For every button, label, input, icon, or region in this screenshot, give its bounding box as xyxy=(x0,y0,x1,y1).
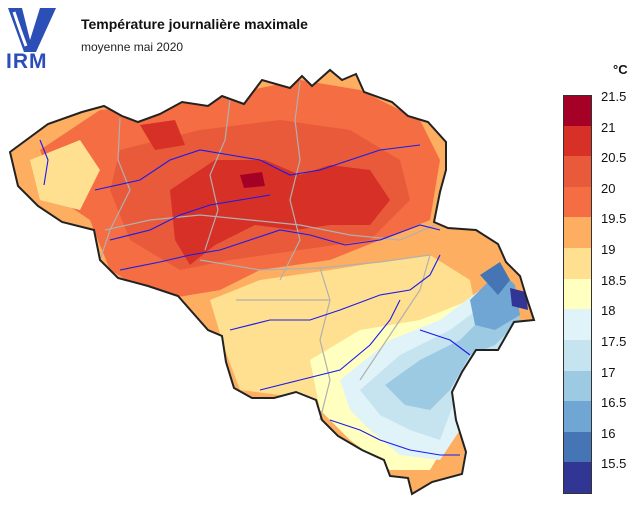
legend-tick-label: 15.5 xyxy=(601,456,627,472)
legend-swatch xyxy=(563,339,591,372)
legend-swatch xyxy=(563,248,591,280)
legend-tick-label: 18 xyxy=(601,303,616,319)
legend-swatch xyxy=(563,370,591,402)
province-boundaries xyxy=(99,81,436,421)
map-title: Température journalière maximale xyxy=(81,16,308,32)
belgium-border xyxy=(8,68,536,496)
legend-swatch xyxy=(563,125,591,157)
legend-tick-label: 21 xyxy=(601,119,616,135)
legend-swatch xyxy=(563,431,591,463)
legend-tick-label: 16.5 xyxy=(601,395,627,411)
legend-swatch xyxy=(563,309,591,341)
logo-text: IRM xyxy=(6,50,48,73)
legend-swatch xyxy=(563,156,591,188)
legend-tick-label: 17 xyxy=(601,364,616,380)
legend-tick-label: 20 xyxy=(601,180,616,196)
color-legend xyxy=(563,95,591,494)
legend-swatch xyxy=(563,217,591,249)
legend-unit: °C xyxy=(613,62,628,77)
legend-tick-label: 16 xyxy=(601,425,616,441)
legend-tick-label: 20.5 xyxy=(601,150,627,166)
legend-tick-label: 18.5 xyxy=(601,272,627,288)
legend-tick-label: 19.5 xyxy=(601,211,627,227)
legend-swatch xyxy=(563,186,591,218)
legend-swatch xyxy=(563,401,591,433)
map-subtitle: moyenne mai 2020 xyxy=(81,40,184,54)
legend-swatch xyxy=(563,462,591,494)
rivers xyxy=(39,139,471,456)
legend-tick-label: 21.5 xyxy=(601,89,627,104)
legend-tick-label: 19 xyxy=(601,242,616,258)
legend-tick-label: 17.5 xyxy=(601,333,627,349)
irm-logo xyxy=(8,8,56,52)
temperature-field xyxy=(10,70,534,494)
legend-swatch xyxy=(563,95,591,127)
legend-swatch xyxy=(563,278,591,310)
